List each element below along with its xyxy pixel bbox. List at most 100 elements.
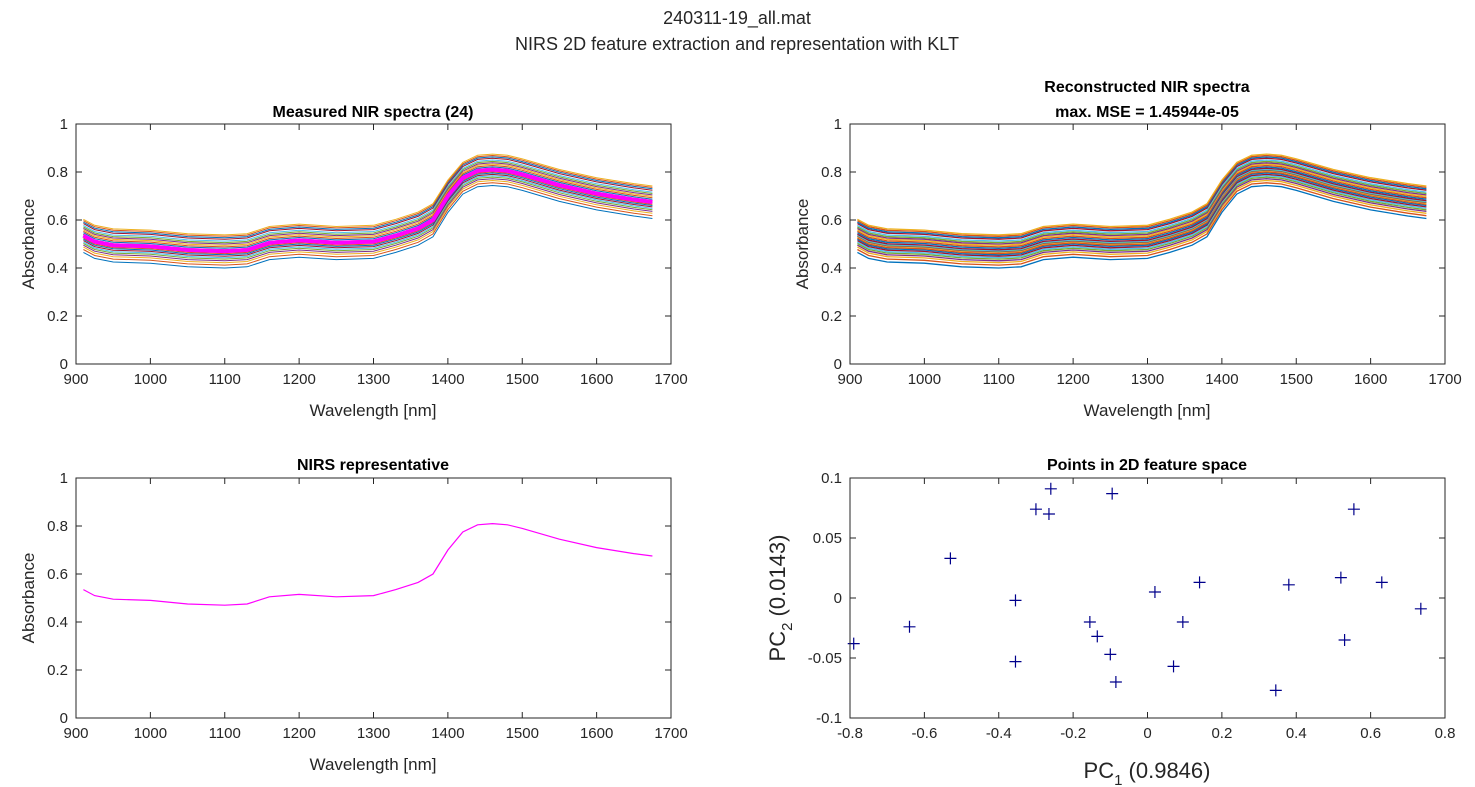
- x-tick-label: 0: [1143, 725, 1151, 742]
- y-tick-label: 0.05: [813, 530, 842, 547]
- spectrum-line: [83, 182, 653, 266]
- reconstructed-line: [857, 166, 1427, 249]
- x-tick-label: 1700: [654, 371, 687, 388]
- reconstructed-line: [857, 168, 1427, 252]
- y-tick-label: 0.4: [47, 260, 68, 277]
- representative-line: [83, 522, 653, 606]
- reconstructed-line: [857, 179, 1427, 264]
- y-tick-label: 0: [834, 590, 842, 607]
- x-tick-label: 1200: [282, 725, 315, 742]
- scatter-point: [1104, 648, 1117, 661]
- y-tick-label: 0.6: [821, 212, 842, 229]
- x-tick-label: 0.2: [1211, 725, 1232, 742]
- reconstructed-line: [857, 182, 1427, 266]
- y-tick-label: 0.2: [821, 308, 842, 325]
- reconstructed-line: [857, 162, 1427, 245]
- scatter-point: [944, 552, 957, 565]
- reconstructed-line: [857, 153, 1427, 236]
- spectrum-line: [83, 171, 653, 255]
- x-tick-label: 1000: [908, 371, 941, 388]
- reconstructed-line: [857, 159, 1427, 242]
- axes-box: [75, 477, 672, 719]
- x-tick-label: -0.2: [1060, 725, 1086, 742]
- scatter-point: [1109, 676, 1122, 688]
- x-tick-label: 0.8: [1435, 725, 1456, 742]
- panel-reconstructed-spectra: Reconstructed NIR spectra max. MSE = 1.4…: [793, 79, 1462, 420]
- x-tick-label: 1600: [1354, 371, 1387, 388]
- x-tick-label: -0.8: [837, 725, 863, 742]
- x-tick-label: -0.4: [986, 725, 1012, 742]
- spectrum-line: [83, 157, 653, 240]
- axes: 900 1000 1100 1200 1300 1400 1500 1600 1700 0 0.2 0…: [47, 116, 688, 388]
- reconstructed-line: [857, 171, 1427, 255]
- y-tick-label: 0.8: [47, 518, 68, 535]
- x-tick-label: 1700: [654, 725, 687, 742]
- y-axis-label: Absorbance: [19, 553, 38, 644]
- scatter-point: [1009, 655, 1022, 668]
- series-group: [857, 153, 1427, 269]
- panel-title: Measured NIR spectra (24): [273, 104, 474, 121]
- reconstructed-line: [857, 164, 1427, 248]
- y-axis-label: Absorbance: [19, 199, 38, 290]
- x-tick-label: 1000: [134, 371, 167, 388]
- spectrum-line: [83, 162, 653, 245]
- y-tick-label: 0: [60, 356, 68, 373]
- axes-box: [849, 477, 1446, 719]
- y-tick-label: -0.05: [808, 650, 842, 667]
- reconstructed-line: [857, 156, 1427, 239]
- y-axis-label: PC2 (0.0143): [765, 535, 796, 662]
- y-tick-label: 1: [60, 470, 68, 487]
- panel-measured-spectra: Measured NIR spectra (24) 900 1000 1100 120…: [19, 104, 688, 420]
- scatter-point: [1347, 503, 1360, 516]
- x-tick-label: 1600: [580, 725, 613, 742]
- scatter-points: [847, 482, 1427, 697]
- scatter-point: [1269, 684, 1282, 697]
- y-tick-label: 0.1: [821, 470, 842, 487]
- x-axis-label: Wavelength [nm]: [1084, 401, 1211, 420]
- scatter-point: [1282, 578, 1295, 591]
- x-tick-label: 0.4: [1286, 725, 1307, 742]
- x-tick-label: 1100: [983, 371, 1015, 388]
- y-tick-label: 0.8: [821, 164, 842, 181]
- x-axis-label: Wavelength [nm]: [310, 755, 437, 774]
- y-axis-label: Absorbance: [793, 199, 812, 290]
- panel-title: Points in 2D feature space: [1047, 457, 1247, 474]
- x-tick-label: -0.6: [911, 725, 937, 742]
- x-tick-label: 1100: [209, 725, 241, 742]
- reconstructed-line: [857, 172, 1427, 256]
- x-tick-label: 1300: [357, 371, 390, 388]
- panel-title-line2: max. MSE = 1.45944e-05: [1055, 104, 1239, 121]
- x-tick-label: 0.6: [1360, 725, 1381, 742]
- y-tick-label: 0.4: [821, 260, 842, 277]
- reconstructed-line: [857, 178, 1427, 262]
- x-tick-label: 900: [837, 371, 862, 388]
- x-tick-label: 1100: [209, 371, 241, 388]
- x-axis-label: PC1 (0.9846): [1084, 758, 1211, 787]
- spectrum-line: [83, 179, 653, 264]
- spectrum-line: [83, 166, 653, 249]
- figure-title-line2: NIRS 2D feature extraction and represent…: [515, 34, 959, 54]
- spectrum-line: [83, 154, 653, 237]
- series-group: [83, 522, 653, 606]
- y-tick-label: 0.4: [47, 614, 68, 631]
- scatter-point: [1338, 634, 1351, 646]
- x-tick-label: 1500: [506, 725, 539, 742]
- spectrum-line: [83, 164, 653, 248]
- y-tick-label: 1: [834, 116, 842, 133]
- y-tick-label: 0: [834, 356, 842, 373]
- reconstructed-line: [857, 157, 1427, 240]
- x-tick-label: 1500: [1280, 371, 1313, 388]
- spectrum-line: [83, 172, 653, 256]
- x-tick-label: 1200: [1056, 371, 1089, 388]
- axes: 900 1000 1100 1200 1300 1400 1500 1600 1700 0 0.2 0…: [821, 116, 1462, 388]
- scatter-point: [1042, 508, 1055, 520]
- series-group: [82, 153, 653, 269]
- y-tick-label: 0.6: [47, 212, 68, 229]
- scatter-point: [1334, 571, 1347, 584]
- spectrum-line: [83, 176, 653, 260]
- representative-line: [82, 167, 653, 254]
- panel-feature-space: Points in 2D feature space -0.8 -0.6 -0.4 -…: [765, 457, 1455, 787]
- reconstructed-line: [857, 154, 1427, 237]
- x-tick-label: 1700: [1428, 371, 1461, 388]
